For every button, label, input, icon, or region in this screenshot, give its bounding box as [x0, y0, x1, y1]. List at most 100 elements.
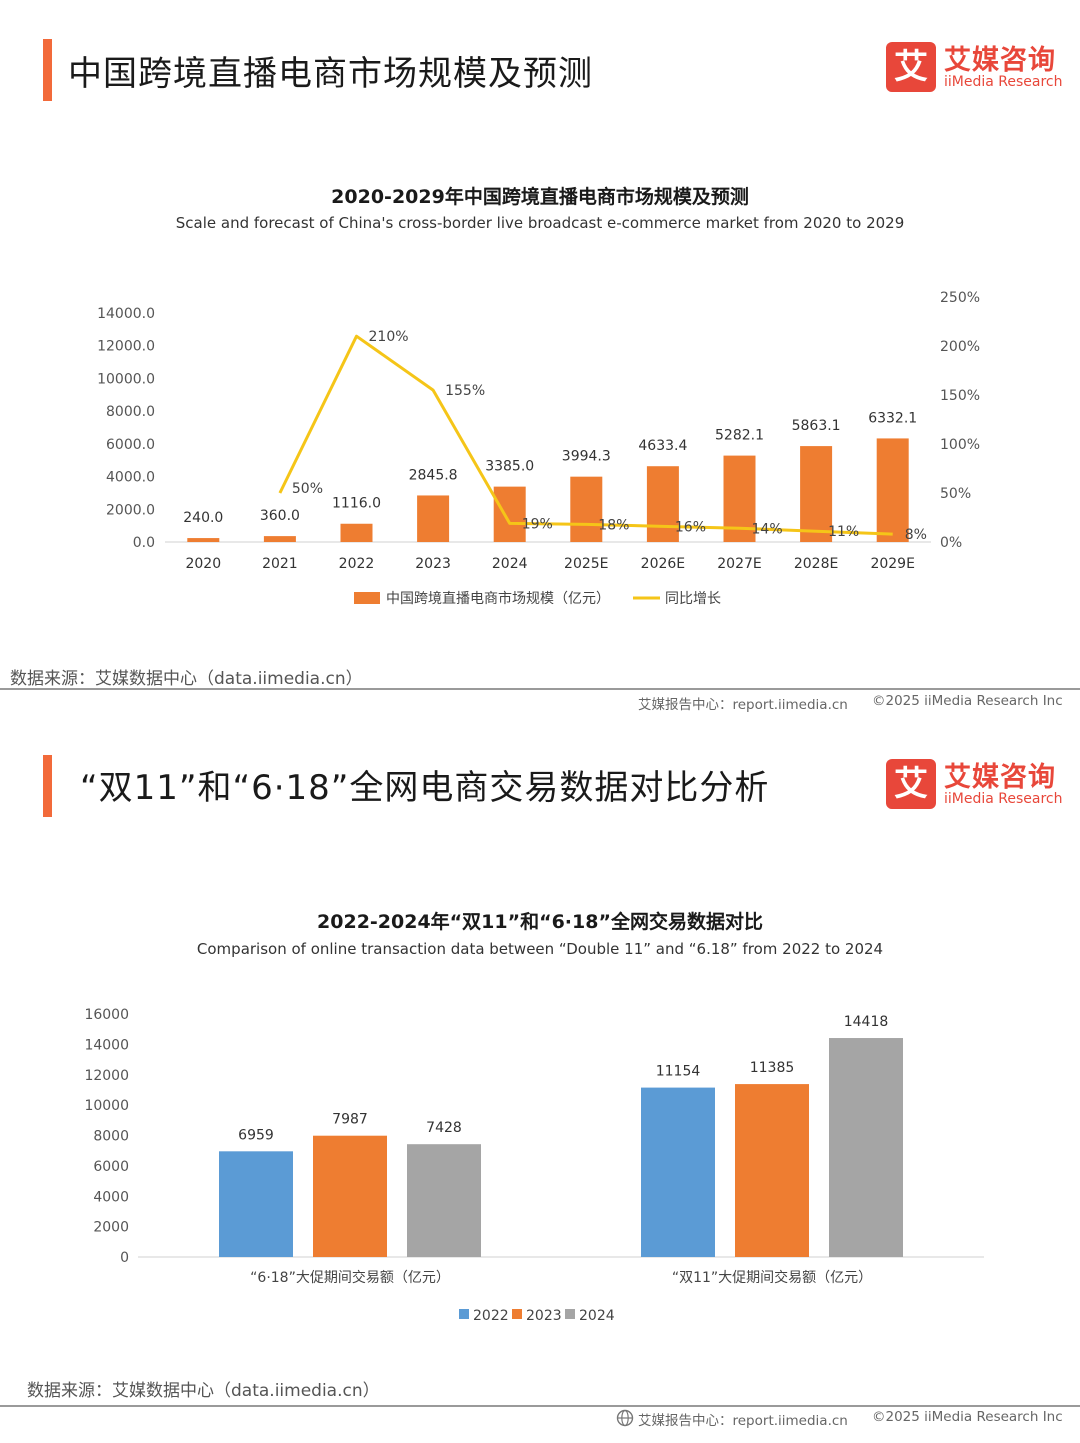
- logo-mark-icon: 艾: [886, 42, 936, 92]
- accent-bar: [43, 755, 52, 817]
- line-data-label: 155%: [445, 383, 485, 399]
- y-axis-tick-label: 10000: [84, 1098, 129, 1114]
- line-data-label: 8%: [905, 527, 927, 543]
- brand-logo: 艾 艾媒咨询 iiMedia Research: [886, 42, 1063, 98]
- bar-data-label: 14418: [844, 1014, 889, 1030]
- logo-name-cn: 艾媒咨询: [944, 45, 1056, 76]
- y2-axis-tick-label: 200%: [940, 339, 980, 355]
- line-data-label: 210%: [369, 329, 409, 345]
- x-axis-tick-label: 2024: [492, 556, 528, 572]
- logo-name-cn: 艾媒咨询: [944, 762, 1056, 793]
- y-axis-tick-label: 2000: [93, 1220, 129, 1236]
- legend-label: 中国跨境直播电商市场规模（亿元）: [386, 590, 610, 607]
- y2-axis-tick-label: 0%: [940, 535, 962, 551]
- y2-axis-tick-label: 100%: [940, 437, 980, 453]
- y-axis-tick-label: 8000.0: [106, 404, 155, 420]
- chart-title: 2022-2024年“双11”和“6·18”全网交易数据对比: [317, 911, 763, 933]
- line-data-label: 14%: [752, 521, 783, 537]
- transaction-comparison-chart: 0 2000 4000 6000 8000 10000 12000 14000 16000 695…: [84, 1007, 984, 1324]
- bar: [646, 466, 679, 542]
- footer-report-link[interactable]: 艾媒报告中心：report.iimedia.cn: [638, 697, 848, 713]
- page-title: 中国跨境直播电商市场规模及预测: [68, 54, 593, 94]
- legend-label: 2022: [473, 1308, 509, 1324]
- bar: [417, 495, 450, 542]
- bar-data-label: 11385: [750, 1060, 795, 1076]
- bar: [829, 1038, 903, 1257]
- y-axis-tick-label: 6000: [93, 1159, 129, 1175]
- x-axis-tick-label: 2029E: [870, 556, 914, 572]
- x-axis-tick-label: 2028E: [794, 556, 838, 572]
- bar-data-label: 240.0: [183, 510, 223, 526]
- globe-icon: [616, 1409, 634, 1427]
- legend-swatch: [565, 1309, 575, 1319]
- line-data-label: 18%: [598, 517, 629, 533]
- x-axis-tick-label: 2026E: [641, 556, 685, 572]
- legend-swatch: [459, 1309, 469, 1319]
- y2-axis-tick-label: 150%: [940, 388, 980, 404]
- bar-data-label: 3994.3: [562, 449, 611, 465]
- footer-copyright: ©2025 iiMedia Research Inc: [872, 1409, 1063, 1425]
- panel-market-forecast: 中国跨境直播电商市场规模及预测 艾 艾媒咨询 iiMedia Research …: [0, 0, 1080, 715]
- bar-data-label: 4633.4: [638, 438, 687, 454]
- bar-data-label: 7428: [426, 1120, 462, 1136]
- y-axis-tick-label: 8000: [93, 1129, 129, 1145]
- legend-label: 2023: [526, 1308, 562, 1324]
- y-axis-tick-label: 14000: [84, 1037, 129, 1053]
- divider: [0, 688, 1080, 690]
- line-data-label: 50%: [292, 481, 323, 497]
- bar: [187, 538, 220, 542]
- bar-data-label: 11154: [656, 1064, 701, 1080]
- bar: [570, 476, 603, 542]
- bar-data-label: 3385.0: [485, 459, 534, 475]
- line-data-label: 16%: [675, 519, 706, 535]
- logo-name-en: iiMedia Research: [944, 791, 1063, 807]
- y2-axis-tick-label: 250%: [940, 290, 980, 306]
- chart-title: 2020-2029年中国跨境直播电商市场规模及预测: [331, 186, 749, 208]
- y-axis-tick-label: 16000: [84, 1007, 129, 1023]
- x-axis-tick-label: 2021: [262, 556, 298, 572]
- line-data-label: 19%: [522, 516, 553, 532]
- y-axis-tick-label: 12000.0: [97, 339, 155, 355]
- divider: [0, 1405, 1080, 1407]
- x-axis-tick-label: 2023: [415, 556, 451, 572]
- x-axis-tick-label: 2022: [339, 556, 375, 572]
- y2-axis-tick-label: 50%: [940, 486, 971, 502]
- bar-data-label: 5282.1: [715, 428, 764, 444]
- data-source: 数据来源：艾媒数据中心（data.iimedia.cn）: [10, 669, 363, 689]
- y-axis-tick-label: 2000.0: [106, 502, 155, 518]
- panel-double11-618: “双11”和“6·18”全网电商交易数据对比分析 艾 艾媒咨询 iiMedia …: [0, 715, 1080, 1443]
- line-data-label: 11%: [828, 524, 859, 540]
- footer-copyright: ©2025 iiMedia Research Inc: [872, 693, 1063, 709]
- bar: [735, 1084, 809, 1257]
- legend-label: 同比增长: [665, 591, 721, 607]
- y-axis-tick-label: 10000.0: [97, 371, 155, 387]
- accent-bar: [43, 39, 52, 101]
- logo-mark-icon: 艾: [886, 759, 936, 809]
- bar-data-label: 360.0: [260, 508, 300, 524]
- market-size-chart: 0.0 2000.0 4000.0 6000.0 8000.0 10000.0 12000.…: [97, 290, 980, 607]
- data-source: 数据来源：艾媒数据中心（data.iimedia.cn）: [27, 1381, 380, 1401]
- y-axis-tick-label: 6000.0: [106, 437, 155, 453]
- logo-name-en: iiMedia Research: [944, 74, 1063, 90]
- legend-swatch: [512, 1309, 522, 1319]
- bar-data-label: 6332.1: [868, 410, 917, 426]
- footer-report-link[interactable]: 艾媒报告中心：report.iimedia.cn: [638, 1413, 848, 1429]
- y-axis-tick-label: 0: [120, 1250, 129, 1266]
- bar: [219, 1151, 293, 1257]
- bar: [876, 438, 909, 542]
- x-axis-tick-label: “6·18”大促期间交易额（亿元）: [250, 1269, 450, 1286]
- x-axis-tick-label: 2020: [185, 556, 221, 572]
- legend-swatch-bar: [354, 592, 380, 604]
- bar: [800, 446, 833, 542]
- chart-subtitle: Comparison of online transaction data be…: [196, 940, 884, 958]
- y-axis-tick-label: 4000: [93, 1189, 129, 1205]
- bar-data-label: 6959: [238, 1127, 274, 1143]
- bar: [493, 486, 526, 542]
- bar-data-label: 7987: [332, 1112, 368, 1128]
- bar-data-label: 1116.0: [332, 496, 381, 512]
- chart-subtitle: Scale and forecast of China's cross-bord…: [175, 214, 905, 232]
- page-title: “双11”和“6·18”全网电商交易数据对比分析: [80, 768, 770, 808]
- growth-line: [278, 334, 893, 536]
- bar: [407, 1144, 481, 1257]
- y-axis-tick-label: 14000.0: [97, 306, 155, 322]
